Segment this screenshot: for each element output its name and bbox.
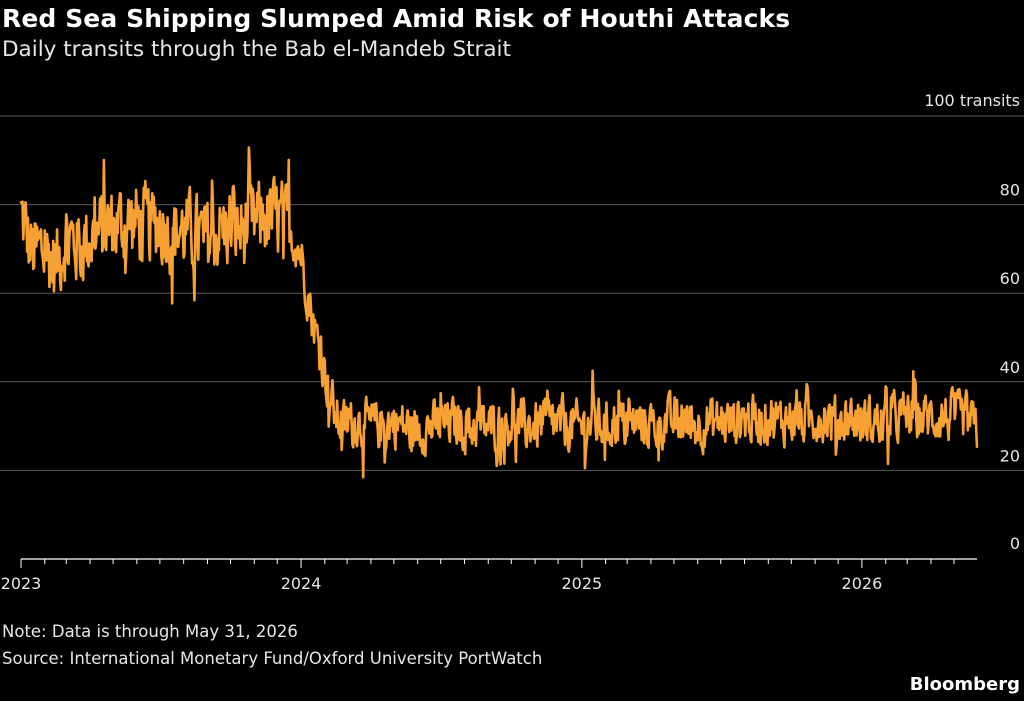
bloomberg-logo: Bloomberg: [909, 674, 1020, 695]
y-tick-label-100: 100 transits: [924, 91, 1020, 110]
chart-subtitle: Daily transits through the Bab el-Mandeb…: [2, 37, 511, 62]
chart-note: Note: Data is through May 31, 2026: [2, 622, 298, 641]
y-tick-label-0: 0: [1010, 534, 1020, 553]
chart-source: Source: International Monetary Fund/Oxfo…: [2, 649, 543, 668]
y-tick-label-40: 40: [1000, 358, 1020, 377]
y-axis-labels: 0 20 40 60 80 100 transits: [924, 91, 1020, 553]
y-tick-label-60: 60: [1000, 269, 1020, 288]
gridlines: [0, 115, 1024, 471]
x-tick-label-2026: 2026: [842, 574, 883, 593]
series-layer: [19, 146, 979, 479]
x-tick-label-2025: 2025: [562, 574, 603, 593]
x-tick-label-2023: 2023: [1, 574, 42, 593]
x-axis: 2023 2024 2025 2026: [1, 558, 977, 593]
y-tick-label-20: 20: [1000, 446, 1020, 465]
chart-title: Red Sea Shipping Slumped Amid Risk of Ho…: [2, 4, 791, 33]
series-line-daily-transits: [19, 146, 979, 479]
x-tick-label-2024: 2024: [281, 574, 322, 593]
y-tick-label-80: 80: [1000, 181, 1020, 200]
